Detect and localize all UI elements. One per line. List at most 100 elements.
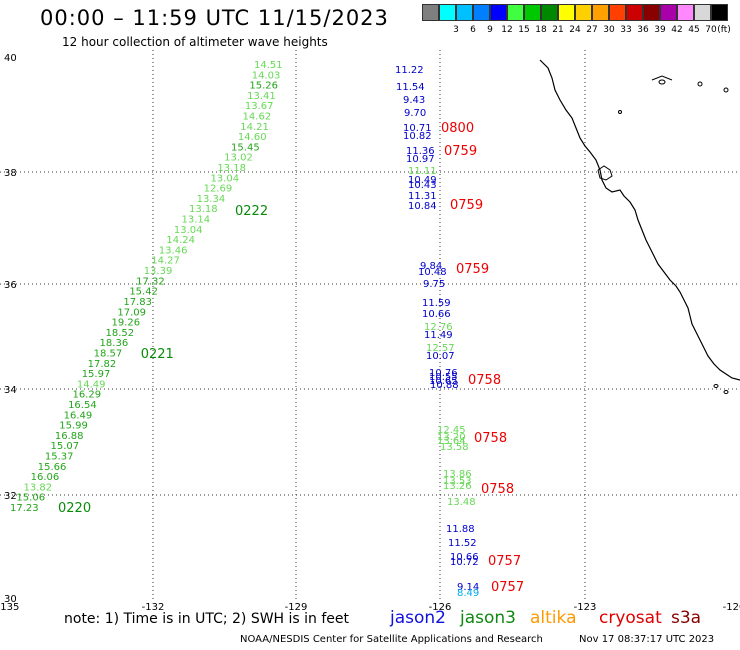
colorbar-unit: (ft) <box>717 25 731 35</box>
west-altimeter-track: 14.5114.0315.2613.4113.6714.6214.2114.60… <box>10 60 283 516</box>
swh-value-label: 13.39 <box>144 266 173 277</box>
swh-value-label: 10.82 <box>403 131 432 142</box>
swh-value-label: 14.51 <box>254 60 283 71</box>
swh-value-label: 16.54 <box>68 400 97 411</box>
swh-value-label: 11.54 <box>396 82 425 93</box>
swh-value-label: 10.55 <box>429 372 458 383</box>
satellite-legend-item: s3a <box>671 608 702 628</box>
swh-value-label: 12.57 <box>426 343 455 354</box>
lat-tick-label: 38 <box>4 168 17 179</box>
colorbar-swatch <box>541 4 558 21</box>
swh-value-label: 11.88 <box>446 524 475 535</box>
colorbar-label: 15 <box>518 25 530 35</box>
swh-value-label: 13.02 <box>224 153 253 164</box>
swh-value-label: 10.43 <box>408 180 437 191</box>
swh-value-label: 15.42 <box>129 287 158 298</box>
colorbar-label: 18 <box>535 25 547 35</box>
swh-value-label: 16.88 <box>55 431 84 442</box>
swh-value-label: 11.59 <box>422 298 451 309</box>
swh-value-label: 18.57 <box>94 348 123 359</box>
swh-value-label: 17.32 <box>136 276 165 287</box>
lon-tick-label: -129 <box>285 602 308 613</box>
swh-value-label: 13.86 <box>443 469 472 480</box>
swh-value-label: 13.14 <box>181 215 210 226</box>
swh-value-label: 16.06 <box>31 472 60 483</box>
swh-value-label: 11.11 <box>408 166 437 177</box>
bay-outline <box>597 165 613 181</box>
colorbar-label: 24 <box>569 25 581 35</box>
lon-tick-label: -126 <box>429 602 452 613</box>
colorbar-label: 45 <box>688 25 700 35</box>
lon-tick-label: -132 <box>142 602 165 613</box>
swh-value-label: 13.26 <box>443 481 472 492</box>
lat-tick-label: 36 <box>4 280 17 291</box>
pass-time-label: 0758 <box>481 482 514 497</box>
lake-outline <box>651 75 673 81</box>
swh-value-label: 15.07 <box>50 441 79 452</box>
satellite-legend-item: cryosat <box>599 608 662 628</box>
swh-value-label: 10.72 <box>450 557 479 568</box>
lat-tick-label: 32 <box>4 491 17 502</box>
colorbar-swatch <box>473 4 490 21</box>
swh-value-label: 13.18 <box>217 163 246 174</box>
lon-tick-label: -120 <box>723 602 740 613</box>
colorbar-label: 12 <box>501 25 513 35</box>
swh-value-label: 14.49 <box>77 379 106 390</box>
colorbar-swatch <box>711 4 728 21</box>
swh-value-label: 15.26 <box>249 81 278 92</box>
colorbar-swatch <box>507 4 524 21</box>
pass-time-label: 0759 <box>444 144 477 159</box>
colorbar-label: 27 <box>586 25 598 35</box>
swh-value-label: 18.52 <box>106 328 135 339</box>
colorbar-label: 9 <box>487 25 493 35</box>
swh-value-label: 15.37 <box>45 451 74 462</box>
swh-value-label: 11.52 <box>448 538 477 549</box>
swh-value-label: 8.49 <box>457 588 479 599</box>
colorbar-label: 3 <box>453 25 459 35</box>
swh-value-label: 14.21 <box>240 122 269 133</box>
pass-time-label: 0759 <box>456 262 489 277</box>
colorbar-swatch <box>558 4 575 21</box>
pass-time-label: 0757 <box>488 554 521 569</box>
swh-value-label: 14.60 <box>238 132 267 143</box>
swh-value-label: 9.14 <box>457 582 479 593</box>
colorbar-swatch <box>490 4 507 21</box>
swh-value-label: 19.26 <box>111 318 140 329</box>
swh-value-label: 11.22 <box>395 65 424 76</box>
map-title: 00:00 – 11:59 UTC 11/15/2023 <box>40 6 389 30</box>
swh-value-label: 14.03 <box>252 70 281 81</box>
colorbar-label: 36 <box>637 25 649 35</box>
colorbar-label: 42 <box>671 25 683 35</box>
satellite-legend-item: altika <box>530 608 577 628</box>
colorbar-swatch <box>439 4 456 21</box>
swh-value-label: 13.18 <box>189 204 218 215</box>
colorbar-swatch <box>660 4 677 21</box>
swh-value-label: 14.24 <box>166 235 195 246</box>
swh-value-label: 9.75 <box>423 279 445 290</box>
swh-value-label: 17.23 <box>10 503 39 514</box>
satellite-legend-item: jason3 <box>460 608 516 628</box>
credit-line: NOAA/NESDIS Center for Satellite Applica… <box>240 634 543 645</box>
swh-value-label: 10.71 <box>403 123 432 134</box>
swh-value-label: 13.67 <box>245 101 274 112</box>
swh-value-label: 14.27 <box>151 256 180 267</box>
island-outline <box>723 390 729 394</box>
swh-value-label: 13.20 <box>437 432 466 443</box>
colorbar-label: 21 <box>552 25 564 35</box>
swh-value-label: 11.31 <box>408 191 437 202</box>
swh-value-label: 10.49 <box>408 175 437 186</box>
island-outline <box>697 81 703 87</box>
swh-value-label: 10.84 <box>408 201 437 212</box>
colorbar-swatch <box>609 4 626 21</box>
swh-value-label: 18.36 <box>100 338 129 349</box>
pass-time-label: 0222 <box>235 204 268 219</box>
swh-value-label: 17.09 <box>117 307 146 318</box>
generated-timestamp: Nov 17 08:37:17 UTC 2023 <box>579 634 715 645</box>
swh-value-label: 10.97 <box>406 154 435 165</box>
colorbar-label: 30 <box>603 25 615 35</box>
swh-value-label: 9.70 <box>404 108 426 119</box>
axis-tick-labels: -135 -132 -129 -126 -123 -120 40 38 36 34 32 30 <box>0 53 740 613</box>
swh-value-label: 13.34 <box>197 194 226 205</box>
swh-value-label: 10.48 <box>418 267 447 278</box>
swh-value-label: 14.62 <box>243 112 272 123</box>
